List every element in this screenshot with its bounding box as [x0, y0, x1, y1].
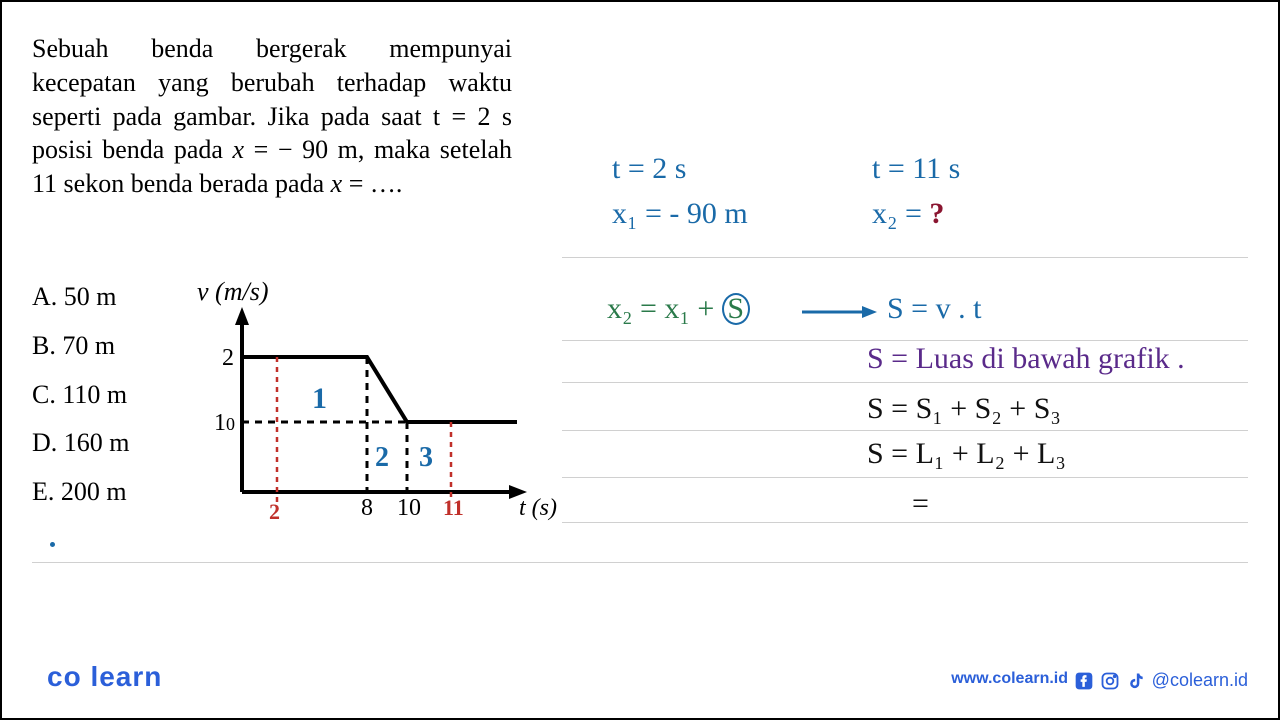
ytick-2: 2: [209, 345, 234, 372]
x-axis-label: t (s): [497, 495, 557, 522]
x2-label: x₂ =: [872, 197, 922, 230]
social-links: @colearn.id: [1074, 670, 1248, 691]
eq1-right: S = v . t: [887, 292, 981, 326]
given-x2: x₂ = ?: [872, 197, 944, 231]
given-x1: x₁ = - 90 m: [612, 197, 748, 231]
footer: co learn www.colearn.id @colearn.id: [2, 653, 1278, 693]
xtick-10: 10: [395, 495, 423, 522]
hand-x-11: 11: [443, 495, 464, 521]
region-1: 1: [312, 382, 327, 416]
question-text: Sebuah benda bergerak mempunyai kecepata…: [32, 32, 512, 201]
brand-logo: co learn: [47, 661, 162, 693]
answer-d: D. 160 m: [32, 420, 130, 467]
region-3: 3: [419, 442, 433, 474]
arrow-icon: [802, 302, 882, 322]
website-link[interactable]: www.colearn.id: [951, 670, 1068, 688]
x2-question: ?: [929, 197, 944, 230]
answer-e: E. 200 m: [32, 469, 130, 516]
answer-b: B. 70 m: [32, 323, 130, 370]
instagram-icon[interactable]: [1100, 671, 1120, 691]
velocity-chart: v (m/s) 2 10 8 10 t (s): [197, 277, 557, 537]
xtick-8: 8: [357, 495, 377, 522]
equation-1: x₂ = x₁ + S: [607, 292, 750, 326]
equation-2: S = Luas di bawah grafik .: [867, 342, 1185, 376]
given-t1: t = 2 s: [612, 152, 686, 186]
page: Sebuah benda bergerak mempunyai kecepata…: [2, 2, 1278, 718]
equation-5: =: [912, 487, 929, 521]
rule-line: [562, 430, 1248, 431]
rule-line: [562, 522, 1248, 523]
ytick-1: 10: [205, 410, 235, 437]
rule-line: [562, 477, 1248, 478]
eq1-circled-s: S: [722, 293, 750, 325]
equation-4: S = L₁ + L₂ + L₃: [867, 437, 1066, 471]
answer-c: C. 110 m: [32, 372, 130, 419]
region-2: 2: [375, 442, 389, 474]
social-handle[interactable]: @colearn.id: [1152, 670, 1248, 691]
tiktok-icon[interactable]: [1126, 671, 1146, 691]
dot-mark: [50, 542, 55, 547]
equation-3: S = S₁ + S₂ + S₃: [867, 392, 1061, 426]
facebook-icon[interactable]: [1074, 671, 1094, 691]
given-t2: t = 11 s: [872, 152, 960, 186]
eq1-left: x₂ = x₁ +: [607, 292, 722, 325]
rule-line: [562, 257, 1248, 258]
hand-x-2: 2: [269, 499, 280, 525]
answer-a: A. 50 m: [32, 274, 130, 321]
rule-line: [562, 340, 1248, 341]
rule-line: [562, 382, 1248, 383]
answer-choices: A. 50 m B. 70 m C. 110 m D. 160 m E. 200…: [32, 274, 130, 518]
rule-line: [32, 562, 1248, 563]
